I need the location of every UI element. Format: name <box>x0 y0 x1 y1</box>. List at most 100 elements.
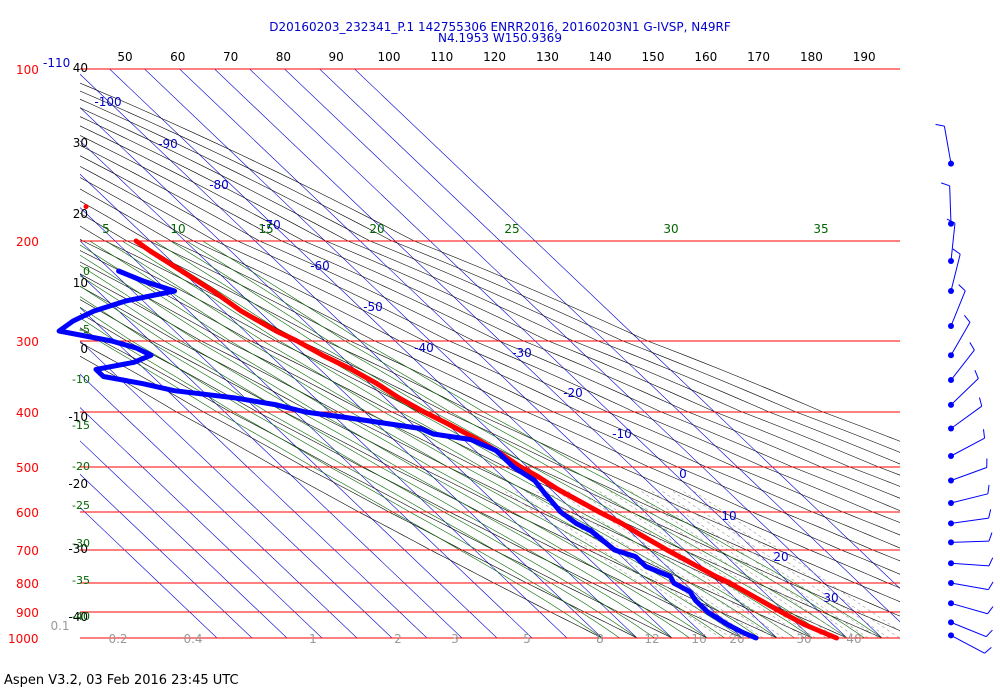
dry-adiabat-line <box>80 107 900 476</box>
top-axis-label: 70 <box>223 50 238 64</box>
wind-barb-flag <box>958 284 966 292</box>
top-axis-label: 110 <box>430 50 453 64</box>
wind-barb-flag <box>988 532 993 542</box>
left-label-green: -20 <box>72 460 90 473</box>
wind-barb-flag <box>987 484 990 494</box>
wind-barb <box>948 397 983 432</box>
left-label-green: -40 <box>72 610 90 623</box>
left-label-black: -40 <box>68 610 88 624</box>
dry-adiabat-line <box>80 327 685 638</box>
top-axis-label: 140 <box>589 50 612 64</box>
top-axis-label: 130 <box>536 50 559 64</box>
isobar-label-800: 800 <box>16 577 39 591</box>
left-label-green: -30 <box>72 537 90 550</box>
moist-adiabat-line <box>80 317 620 638</box>
isotherm-line <box>319 69 900 623</box>
mixing-ratio-line <box>659 489 879 638</box>
wind-barb <box>948 509 992 527</box>
top-axis-label: 50 <box>117 50 132 64</box>
isobar-label-900: 900 <box>16 606 39 620</box>
mixing-ratio-label: 16 <box>691 632 706 646</box>
left-label-black: -10 <box>68 410 88 424</box>
mixing-ratio-line <box>617 489 837 638</box>
isotherm-line <box>80 107 638 638</box>
left-label-black: 40 <box>73 61 88 75</box>
mixing-ratio-label: 3 <box>451 632 459 646</box>
mixing-ratio-label: 20 <box>729 632 744 646</box>
isotherm-line <box>80 207 533 638</box>
isotherm-line <box>80 507 218 638</box>
left-label-black: -30 <box>68 542 88 556</box>
isotherm-line <box>80 373 358 638</box>
wind-barb <box>948 429 986 459</box>
isobar-label-1000: 1000 <box>8 632 39 646</box>
isotherm-label: -30 <box>512 346 532 360</box>
isotherm-line <box>80 273 463 638</box>
isotherm-label: 0 <box>679 467 687 481</box>
top-axis-label: 80 <box>276 50 291 64</box>
isotherm-label: 30 <box>823 591 838 605</box>
wind-barb <box>935 123 954 167</box>
mixing-ratio-label: 0.2 <box>108 632 127 646</box>
moist-adiabat-line <box>80 285 673 638</box>
dewpoint-profile-line <box>56 268 759 641</box>
wind-barb-staff <box>950 349 975 381</box>
mixing-ratio-line <box>669 489 890 638</box>
moist-adiabat-label: 5 <box>102 222 110 236</box>
temperature-outlier-point <box>83 204 89 210</box>
mixing-ratio-line <box>564 489 785 638</box>
left-label-black: 20 <box>73 207 88 221</box>
top-axis-label: 60 <box>170 50 185 64</box>
wind-barb <box>946 218 956 264</box>
isotherm-line <box>80 140 603 638</box>
mixing-ratio-label: 2 <box>394 632 402 646</box>
top-axis-label: 150 <box>642 50 665 64</box>
isotherm-label: -50 <box>363 300 383 314</box>
moist-adiabat-label: 15 <box>258 222 273 236</box>
isotherm-line <box>284 69 883 638</box>
wind-barb <box>948 458 988 484</box>
dry-adiabat-line <box>80 155 900 536</box>
wind-barb-staff <box>950 517 989 524</box>
isobar-label-500: 500 <box>16 461 39 475</box>
isotherm-line <box>179 69 778 638</box>
wind-barb-flag <box>987 606 994 615</box>
wind-barb <box>948 600 994 615</box>
isotherm-label: -100 <box>94 95 121 109</box>
mixing-ratio-label: 12 <box>644 632 659 646</box>
wind-barb-staff <box>950 378 979 406</box>
isotherm-line <box>80 240 498 638</box>
moist-adiabat-label: 20 <box>369 222 384 236</box>
wind-barb-flag <box>952 248 961 255</box>
left-label-green: -10 <box>72 373 90 386</box>
wind-barb <box>948 370 979 408</box>
dry-adiabat-line <box>80 135 900 512</box>
isotherm-label: -20 <box>563 386 583 400</box>
sounding-profiles <box>56 204 839 641</box>
wind-barb-staff <box>950 634 985 654</box>
isotherm-line <box>80 407 323 638</box>
wind-barb-staff <box>950 405 983 429</box>
isotherm-label: -90 <box>158 137 178 151</box>
isotherm-label: -10 <box>612 427 632 441</box>
left-label-black: 10 <box>73 276 88 290</box>
wind-barb-staff <box>950 562 989 567</box>
wind-barb-staff <box>950 322 971 356</box>
moist-adiabat-label: 35 <box>813 222 828 236</box>
dry-adiabat-line <box>80 273 827 638</box>
isobar-label-300: 300 <box>16 335 39 349</box>
wind-barb <box>948 580 994 591</box>
software-version-footer: Aspen V3.2, 03 Feb 2016 23:45 UTC <box>4 673 239 688</box>
top-axis-label: 180 <box>800 50 823 64</box>
isotherm-label: -80 <box>209 178 229 192</box>
wind-barb-staff <box>949 185 952 224</box>
mixing-ratio-line <box>680 489 900 638</box>
wind-barb-flag <box>946 218 956 224</box>
isobar-label-600: 600 <box>16 506 39 520</box>
mixing-ratio-line <box>690 489 900 632</box>
moist-adiabat-line <box>80 328 603 638</box>
isobar-label-700: 700 <box>16 544 39 558</box>
top-axis-label: 100 <box>378 50 401 64</box>
isotherm-label: 10 <box>721 509 736 523</box>
